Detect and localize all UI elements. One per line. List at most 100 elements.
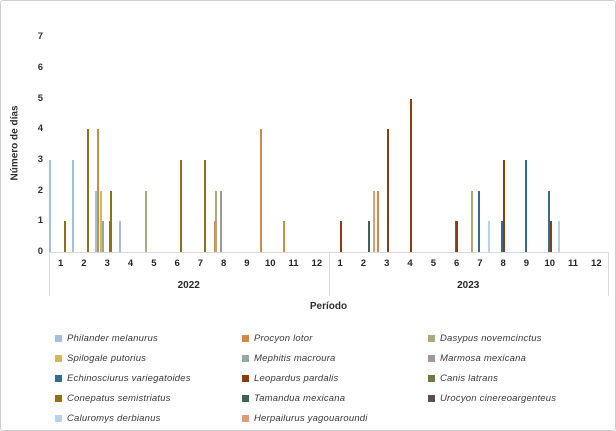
legend-item: Echinosciurus variegatoides [55,369,242,389]
bar [456,221,459,252]
y-tick-label: 4 [37,123,43,135]
month-label: 5 [151,258,157,269]
bar [203,159,206,252]
bar [72,159,75,252]
legend-swatch-icon [242,335,249,343]
bar [283,221,286,252]
month-label: 2 [360,258,367,269]
legend-item: Conepatus semistriatus [55,388,242,408]
legend-item: Urocyon cinereoargenteus [428,388,588,408]
month-label: 12 [591,258,602,269]
month-label: 3 [104,258,110,269]
legend-label: Dasypus novemcinctus [440,333,542,345]
month-label: 2 [81,258,87,269]
legend-label: Tamandua mexicana [254,392,346,404]
legend-item: Tamandua mexicana [242,388,428,408]
bar [118,221,121,252]
legend-label: Echinosciurus variegatoides [67,372,191,384]
bar [213,221,216,252]
bar [471,190,474,252]
legend-swatch-icon [242,414,249,422]
bar [409,98,412,252]
month-label: 10 [264,258,276,269]
legend-item: Mephitis macroura [242,349,428,369]
legend-item: Dasypus novemcinctus [428,329,588,349]
x-axis-title: Período [309,301,348,312]
y-axis-title: Número de días [9,105,21,181]
legend-swatch-icon [55,374,62,382]
bar [100,190,103,252]
month-label: 1 [58,258,64,269]
bar [524,159,527,252]
bar [63,221,66,252]
month-label: 10 [544,258,556,269]
legend-label: Herpailurus yagouaroundi [254,412,368,424]
legend-swatch-icon [428,355,435,363]
month-label: 6 [454,258,460,269]
bar [97,129,100,252]
month-label: 1 [337,258,343,269]
bar [260,129,263,252]
bar [503,159,505,252]
bar [110,190,113,252]
legend-item: Spilogale putorius [55,349,242,369]
legend-label: Urocyon cinereoargenteus [440,392,557,404]
month-label: 5 [430,258,436,269]
legend-item: Canis latrans [428,369,588,389]
axis-separator [328,252,330,296]
legend-item: Procyon lotor [242,329,428,349]
legend-swatch-icon [55,394,62,402]
legend-label: Philander melanurus [67,333,158,345]
bar [488,221,490,252]
bar [373,190,376,252]
legend-label: Mephitis macroura [254,353,336,365]
legend-swatch-icon [242,374,249,382]
legend: Philander melanurus Procyon lotor Dasypus … [55,329,595,428]
month-label: 12 [311,258,323,269]
bar [180,159,183,252]
month-label: 4 [407,258,413,269]
month-label: 9 [523,258,530,269]
month-label: 7 [197,258,204,269]
year-label: 2023 [457,280,480,291]
legend-item: Leopardus pardalis [242,369,428,389]
bar [368,221,371,252]
bar [215,190,218,252]
y-tick-label: 2 [37,184,43,196]
axis-separator [49,252,50,296]
legend-label: Canis latrans [440,372,499,384]
bar [549,221,552,252]
bar [386,129,389,252]
legend-item: Philander melanurus [55,329,242,349]
y-tick-label: 3 [37,153,43,165]
bar [340,221,342,252]
legend-label: Conepatus semistriatus [67,392,171,404]
legend-swatch-icon [428,394,435,402]
month-label: 7 [477,258,483,269]
month-label: 8 [500,258,506,269]
bar [145,190,148,252]
legend-item: Marmosa mexicana [428,349,588,369]
legend-swatch-icon [55,335,62,343]
legend-item: Caluromys derbianus [55,408,242,428]
month-label: 9 [244,258,250,269]
legend-label: Leopardus pardalis [254,372,339,384]
legend-swatch-icon [242,355,249,363]
month-label: 11 [288,258,299,269]
year-label: 2022 [177,280,200,291]
axis-separator [608,252,609,296]
legend-label: Procyon lotor [254,333,313,345]
bar [102,221,105,252]
y-tick-label: 1 [37,215,43,227]
legend-swatch-icon [242,394,249,402]
month-label: 3 [384,258,390,269]
bar [501,221,504,252]
legend-label: Spilogale putorius [67,353,147,365]
bar [478,190,481,252]
month-label: 8 [221,258,227,269]
y-tick-label: 7 [37,31,43,43]
month-label: 6 [174,258,180,269]
bar [547,190,550,252]
bar [87,129,90,252]
